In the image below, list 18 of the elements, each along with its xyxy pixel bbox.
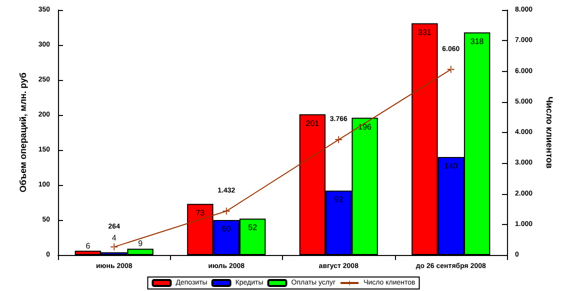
point	[222, 208, 230, 215]
data-label: 196	[358, 122, 372, 132]
data-label: 73	[196, 208, 206, 218]
y2-axis-title: Число клиентов	[544, 96, 554, 170]
data-label: 9	[138, 239, 144, 248]
data-label: 201	[306, 118, 320, 128]
point	[110, 243, 118, 250]
data-label: 6	[86, 241, 91, 250]
data-label: 52	[248, 223, 258, 232]
data-label: 4	[112, 233, 117, 242]
data-label: 50	[222, 224, 232, 234]
data-label: 92	[334, 195, 344, 204]
data-label: 331	[418, 28, 432, 37]
y-axis-title: Объем операций, млн. руб	[18, 72, 28, 192]
data-label: 140	[444, 162, 458, 170]
point	[447, 66, 454, 73]
data-label: 318	[470, 36, 484, 46]
point	[335, 136, 342, 144]
